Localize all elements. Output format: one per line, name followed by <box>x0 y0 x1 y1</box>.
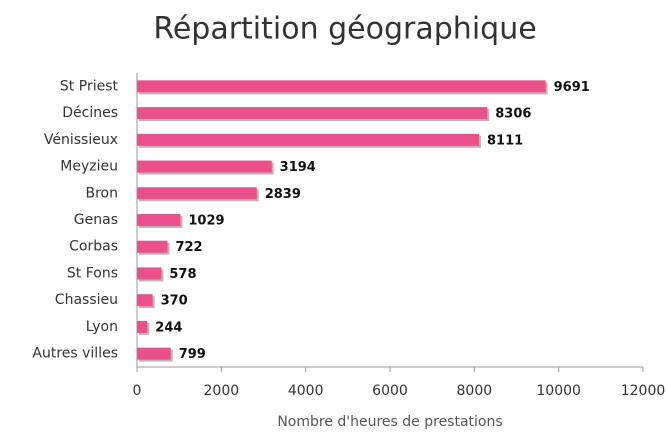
x-axis-label: Nombre d'heures de prestations <box>277 414 502 430</box>
bar <box>137 214 181 226</box>
data-label: 578 <box>169 267 196 282</box>
x-tick-label: 0 <box>133 383 142 399</box>
y-tick-label: Corbas <box>69 239 118 255</box>
y-tick-label: St Priest <box>60 78 119 94</box>
data-label: 1029 <box>188 214 224 229</box>
data-label: 370 <box>161 294 188 309</box>
x-tick-label: 8000 <box>457 383 493 399</box>
bar <box>137 267 162 280</box>
y-tick-label: Bron <box>86 185 119 201</box>
x-tick-label: 12000 <box>621 383 666 399</box>
bar <box>137 107 488 120</box>
data-label: 8111 <box>487 133 523 148</box>
bar <box>137 187 257 200</box>
data-label: 8306 <box>495 107 531 122</box>
bar <box>137 347 171 360</box>
y-tick-label: St Fons <box>67 265 118 281</box>
data-label: 2839 <box>265 187 301 202</box>
x-tick-label: 6000 <box>372 383 408 399</box>
data-label: 3194 <box>280 160 316 175</box>
y-tick-label: Chassieu <box>55 292 118 308</box>
y-tick-label: Vénissieux <box>44 132 118 148</box>
y-tick-label: Meyzieu <box>60 159 118 175</box>
bar <box>137 133 480 146</box>
data-label: 244 <box>155 320 182 335</box>
x-tick-label: 10000 <box>536 383 581 399</box>
x-tick-label: 2000 <box>204 383 240 399</box>
bar <box>137 240 168 253</box>
bar <box>137 320 148 333</box>
data-label: 9691 <box>554 80 590 95</box>
data-label: 799 <box>179 347 206 362</box>
bar <box>137 160 272 173</box>
y-tick-label: Lyon <box>86 319 118 335</box>
x-tick-label: 4000 <box>288 383 324 399</box>
bar <box>137 80 546 93</box>
data-label: 722 <box>175 240 202 255</box>
y-tick-label: Autres villes <box>32 346 118 362</box>
chart-title: Répartition géographique <box>153 12 536 47</box>
bar <box>137 294 153 307</box>
y-tick-label: Décines <box>62 105 118 121</box>
y-tick-label: Genas <box>74 212 118 228</box>
